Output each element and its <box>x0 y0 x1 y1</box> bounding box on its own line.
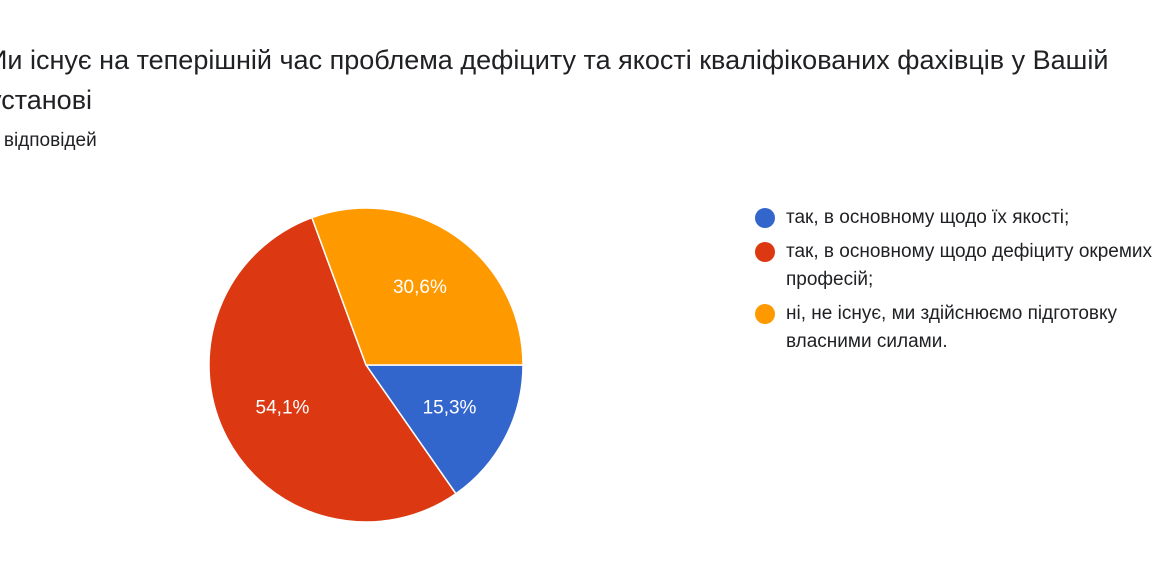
legend-item-shortage: так, в основному щодо дефіциту окремих п… <box>752 238 1170 294</box>
pie-label-shortage: 54,1% <box>256 398 310 419</box>
legend-item-no-problem: ні, не існує, ми здійснюємо підготовку в… <box>752 300 1170 356</box>
legend-label-shortage: так, в основному щодо дефіциту окремих п… <box>786 241 1153 290</box>
pie-label-no-problem: 30,6% <box>393 277 447 298</box>
pie-slice-quality <box>364 364 524 495</box>
pie-label-quality: 15,3% <box>423 398 477 419</box>
legend-swatch-shortage <box>755 242 775 262</box>
chart-legend: так, в основному щодо їх якості; так, в … <box>752 204 1170 362</box>
pie-slice-no-problem <box>310 207 524 366</box>
legend-swatch-quality <box>755 208 775 228</box>
legend-item-quality: так, в основному щодо їх якості; <box>752 204 1170 232</box>
response-count: 5 відповідей <box>0 130 97 151</box>
pie-slice-shortage <box>208 216 457 523</box>
legend-label-no-problem: ні, не існує, ми здійснюємо підготовку в… <box>786 303 1118 352</box>
legend-label-quality: так, в основному щодо їх якості; <box>786 207 1070 228</box>
legend-swatch-no-problem <box>755 304 775 324</box>
chart-title: Ии існує на теперішній час проблема дефі… <box>0 45 1109 115</box>
